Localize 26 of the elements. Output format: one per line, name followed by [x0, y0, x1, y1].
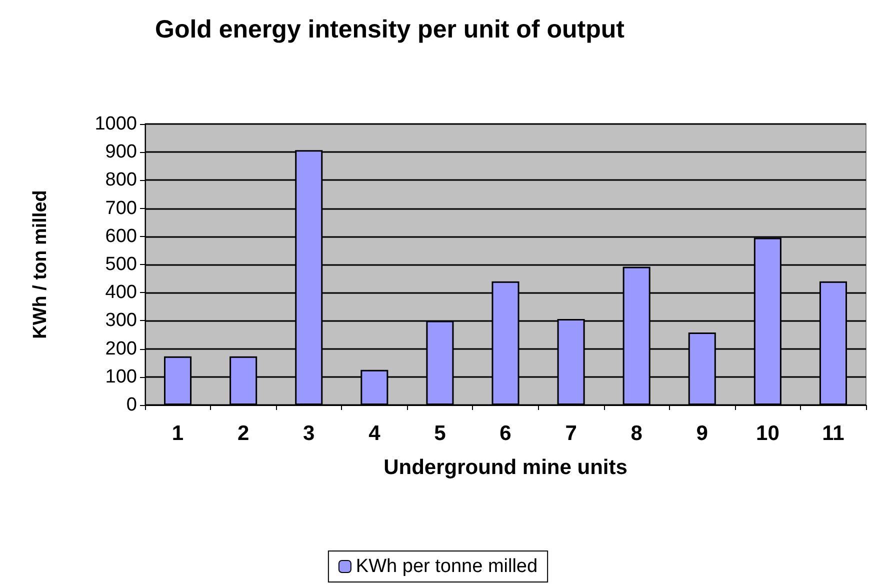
- y-tick-label: 100: [105, 366, 137, 388]
- x-tick-label: 10: [756, 422, 780, 445]
- x-axis-title: Underground mine units: [384, 456, 628, 479]
- y-tick-label: 700: [105, 198, 137, 219]
- y-axis-title: KWh / ton milled: [30, 190, 51, 339]
- y-tick-label: 400: [105, 282, 137, 304]
- x-tick-label: 5: [434, 422, 446, 445]
- x-tick-label: 7: [565, 422, 577, 445]
- x-tick-label: 4: [368, 422, 381, 445]
- y-tick-label: 300: [105, 310, 137, 332]
- x-tick-label: 8: [630, 422, 643, 445]
- y-tick-label: 600: [105, 226, 137, 247]
- y-tick-label: 500: [105, 254, 137, 275]
- legend-label: KWh per tonne milled: [356, 556, 538, 577]
- y-tick-label: 200: [105, 338, 137, 360]
- y-tick-label: 0: [126, 394, 137, 416]
- x-tick-label: 9: [696, 422, 708, 445]
- x-tick-label: 3: [303, 422, 315, 445]
- x-tick-label: 1: [172, 422, 184, 445]
- y-tick-label: 900: [105, 142, 137, 163]
- x-tick-label: 2: [237, 422, 250, 445]
- y-tick-label: 800: [105, 170, 137, 191]
- y-tick-label: 1000: [94, 114, 137, 134]
- x-tick-label: 11: [822, 422, 845, 445]
- x-tick-label: 6: [500, 422, 512, 445]
- chart-title: Gold energy intensity per unit of output: [155, 16, 626, 44]
